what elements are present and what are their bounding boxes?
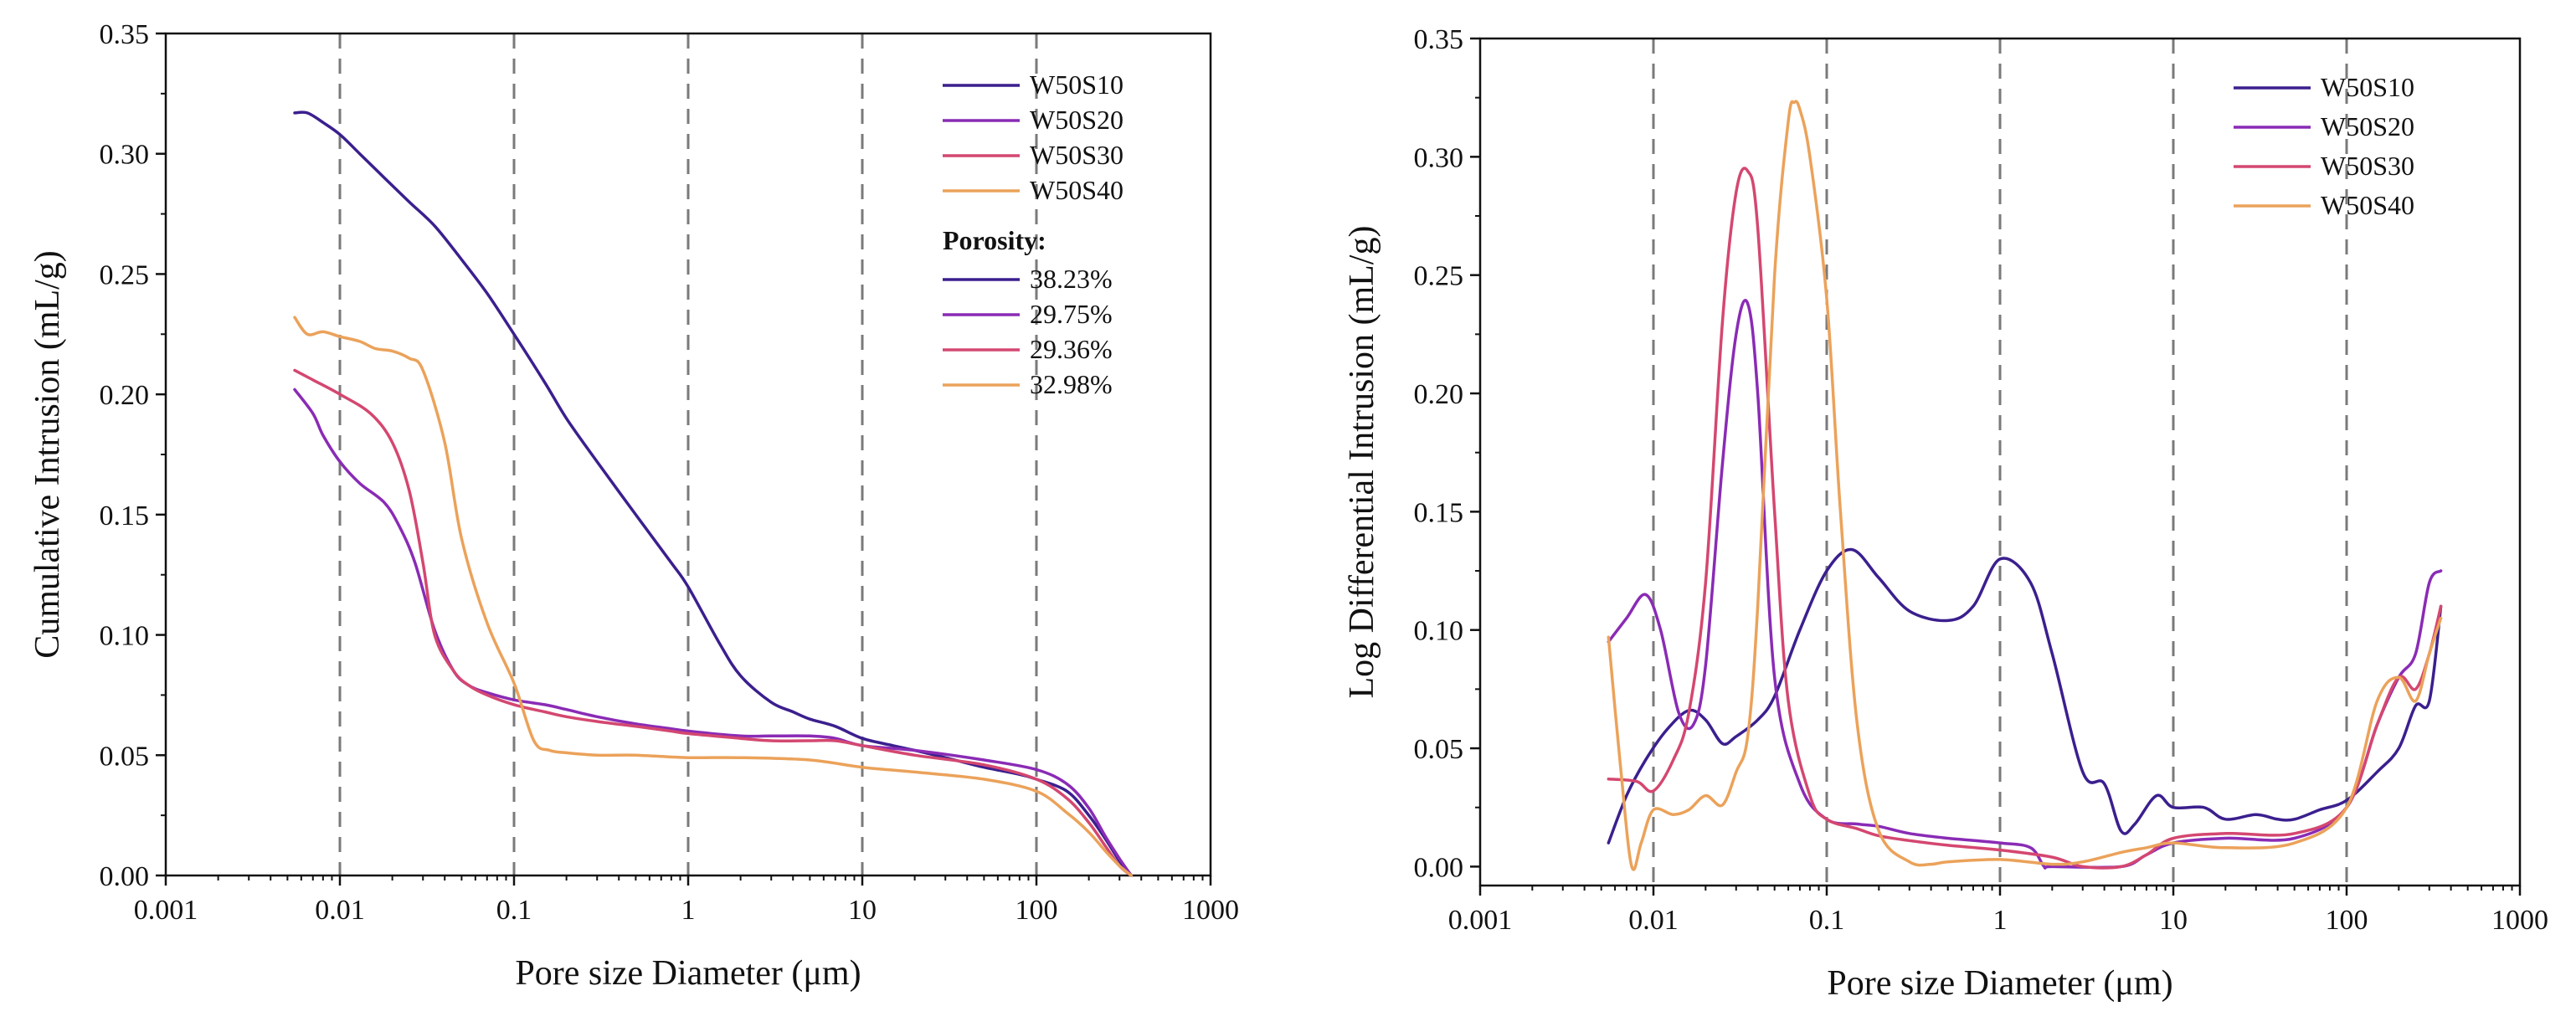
y-axis-title: Log Differential Intrusion (mL/g) xyxy=(1343,226,1381,699)
y-tick-label: 0.10 xyxy=(100,621,150,652)
x-tick-label: 0.01 xyxy=(1628,905,1679,936)
series-line-w50s30 xyxy=(293,368,1133,877)
y-tick-label: 0.00 xyxy=(1414,852,1464,883)
series-line-w50s40 xyxy=(1607,100,2443,871)
x-tick-label: 10 xyxy=(848,895,877,926)
series-line-w50s40 xyxy=(293,316,1133,877)
series-line-w50s30 xyxy=(1607,167,2443,870)
y-tick-label: 0.05 xyxy=(100,741,150,772)
x-tick-label: 100 xyxy=(2326,905,2368,936)
legend-porosity-value-w50s30: 29.36% xyxy=(1030,334,1113,364)
series-line-w50s20 xyxy=(293,388,1133,877)
x-tick-label: 0.001 xyxy=(134,895,198,926)
y-tick-label: 0.05 xyxy=(1414,734,1464,765)
y-tick-label: 0.20 xyxy=(1414,379,1464,410)
x-axis-title: Pore size Diameter (μm) xyxy=(515,954,861,993)
y-tick-label: 0.15 xyxy=(100,501,150,531)
x-tick-label: 0.1 xyxy=(1809,905,1845,936)
x-tick-label: 1 xyxy=(1993,905,2008,936)
y-axis-title: Cumulative Intrusion (mL/g) xyxy=(28,250,67,659)
chart-log-differential-intrusion: 0.001 0.01 0.1 1 10 100 1000 0.00 0.05 0.10 0.15 0.… xyxy=(1343,24,2548,1003)
y-tick-label: 0.25 xyxy=(1414,261,1464,292)
y-tick-label: 0.10 xyxy=(1414,616,1464,647)
y-tick-label: 0.00 xyxy=(100,861,150,892)
legend-porosity-value-w50s40: 32.98% xyxy=(1030,369,1113,399)
legend-label-w50s30: W50S30 xyxy=(2321,151,2414,181)
legend-label-w50s30: W50S30 xyxy=(1030,140,1123,170)
y-tick-label: 0.30 xyxy=(1414,142,1464,173)
legend-porosity-value-w50s10: 38.23% xyxy=(1030,264,1113,294)
legend-label-w50s10: W50S10 xyxy=(2321,72,2414,102)
legend-label-w50s40: W50S40 xyxy=(2321,190,2414,220)
chart-cumulative-intrusion: 0.001 0.01 0.1 1 10 100 1000 0.00 0.05 0.10 0.15 0.… xyxy=(28,19,1239,993)
x-axis-title: Pore size Diameter (μm) xyxy=(1827,964,2172,1003)
y-tick-label: 0.35 xyxy=(1414,24,1464,55)
x-tick-label: 10 xyxy=(2159,905,2188,936)
legend-porosity-title: Porosity: xyxy=(943,225,1046,255)
x-tick-label: 1 xyxy=(681,895,696,926)
y-tick-label: 0.30 xyxy=(100,140,150,171)
y-tick-label: 0.25 xyxy=(100,259,150,290)
x-tick-label: 100 xyxy=(1015,895,1058,926)
x-tick-label: 0.1 xyxy=(496,895,532,926)
legend-label-w50s40: W50S40 xyxy=(1030,175,1123,205)
legend-label-w50s20: W50S20 xyxy=(1030,105,1123,135)
x-tick-label: 1000 xyxy=(2491,905,2548,936)
x-tick-label: 0.01 xyxy=(315,895,365,926)
legend-label-w50s10: W50S10 xyxy=(1030,69,1123,100)
series-line-w50s10 xyxy=(1607,547,2443,845)
y-tick-label: 0.15 xyxy=(1414,497,1464,528)
x-tick-label: 1000 xyxy=(1182,895,1239,926)
x-tick-label: 0.001 xyxy=(1448,905,1513,936)
y-tick-label: 0.20 xyxy=(100,380,150,411)
y-tick-label: 0.35 xyxy=(100,19,150,50)
series-line-w50s20 xyxy=(1607,299,2443,870)
legend-label-w50s20: W50S20 xyxy=(2321,111,2414,141)
legend-porosity-value-w50s20: 29.75% xyxy=(1030,299,1113,329)
